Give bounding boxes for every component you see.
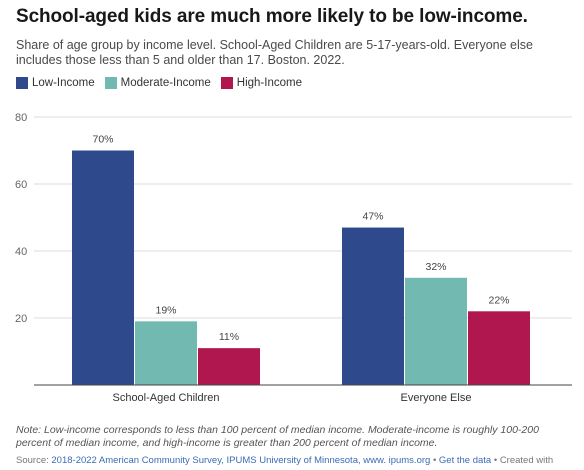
bar-low-income bbox=[72, 150, 134, 385]
legend-swatch-low bbox=[16, 77, 28, 89]
data-label: 32% bbox=[425, 261, 446, 273]
source-prefix: Source: bbox=[16, 455, 52, 466]
bar-high-income bbox=[198, 348, 260, 385]
legend: Low-Income Moderate-Income High-Income bbox=[16, 77, 312, 89]
x-category-label: School-Aged Children bbox=[112, 392, 219, 404]
y-tick-label: 60 bbox=[15, 179, 27, 191]
legend-label-moderate: Moderate-Income bbox=[120, 77, 211, 89]
bar-moderate-income bbox=[405, 277, 467, 385]
source-link[interactable]: 2018-2022 American Community Survey, IPU… bbox=[51, 455, 431, 466]
chart-title: School-aged kids are much more likely to… bbox=[16, 6, 528, 27]
data-label: 19% bbox=[155, 304, 176, 316]
legend-item-high[interactable]: High-Income bbox=[220, 77, 302, 89]
legend-item-low[interactable]: Low-Income bbox=[16, 77, 95, 89]
chart-subtitle: Share of age group by income level. Scho… bbox=[16, 38, 533, 67]
legend-swatch-high bbox=[220, 77, 233, 89]
bar-chart: 20 40 60 80 70% 47% 19% 32% 11% 22% School-Aged Ch… bbox=[15, 112, 572, 404]
source-separator: • bbox=[430, 455, 439, 466]
y-tick-label: 80 bbox=[15, 112, 27, 124]
legend-item-moderate[interactable]: Moderate-Income bbox=[104, 77, 211, 89]
y-tick-label: 20 bbox=[15, 313, 27, 325]
x-category-label: Everyone Else bbox=[401, 392, 472, 404]
data-label: 47% bbox=[362, 211, 383, 223]
data-label: 70% bbox=[92, 134, 113, 146]
legend-swatch-moderate bbox=[104, 77, 117, 89]
data-label: 22% bbox=[488, 294, 509, 306]
get-data-link[interactable]: Get the data bbox=[438, 455, 492, 466]
y-tick-label: 40 bbox=[15, 246, 27, 258]
bar-low-income bbox=[342, 227, 404, 385]
source-suffix: • Created with bbox=[491, 455, 554, 466]
legend-label-high: High-Income bbox=[236, 77, 302, 89]
legend-label-low: Low-Income bbox=[32, 77, 95, 89]
data-label: 11% bbox=[219, 331, 239, 343]
bar-moderate-income bbox=[135, 321, 197, 385]
bar-high-income bbox=[468, 311, 530, 385]
chart-source: Source: 2018-2022 American Community Sur… bbox=[16, 455, 584, 466]
chart-note: Note: Low-income corresponds to less tha… bbox=[16, 424, 539, 449]
